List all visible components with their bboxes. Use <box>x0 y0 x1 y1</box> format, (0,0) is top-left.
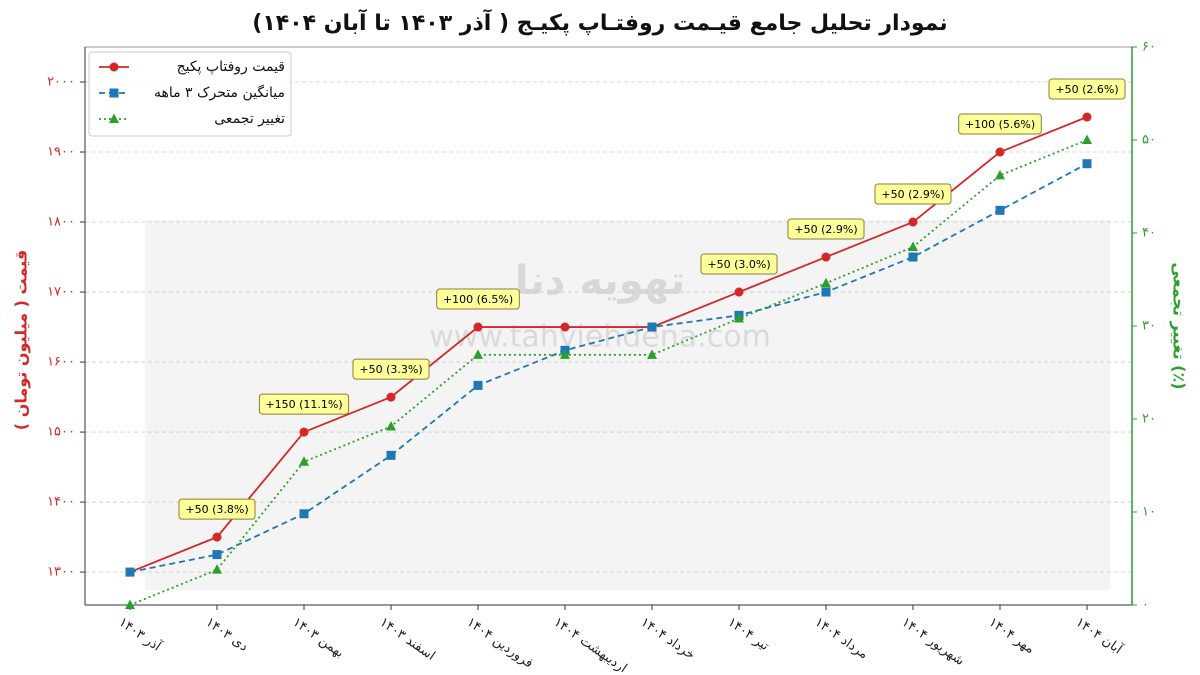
annotation-box <box>352 358 430 380</box>
data-point <box>734 313 744 323</box>
annotation: +100 (6.5%) <box>443 293 513 306</box>
data-point <box>299 456 309 466</box>
annotation-box <box>436 288 520 310</box>
data-point <box>1082 134 1092 144</box>
data-point <box>212 550 222 560</box>
x-tick-label: مرداد ۱۴۰۴ <box>812 615 871 663</box>
x-tick-label: تیر ۱۴۰۴ <box>725 615 772 654</box>
data-point <box>299 509 309 519</box>
x-tick-label: آبان ۱۴۰۴ <box>1073 613 1127 658</box>
data-point <box>908 241 918 251</box>
legend-marker <box>109 113 119 123</box>
x-tick-label: خرداد ۱۴۰۴ <box>638 615 698 663</box>
legend-label: قیمت روفتاپ پکیج <box>177 59 285 75</box>
data-point <box>386 392 396 402</box>
data-point <box>821 287 831 297</box>
data-point <box>386 420 396 431</box>
annotation-box <box>700 253 778 275</box>
annotation-box <box>258 393 350 415</box>
data-point <box>995 147 1005 157</box>
chart-title: نمودار تحلیل جامع قیـمت روفتـاپ پکیـج ( … <box>252 8 947 36</box>
y-axis-label: قیمت ( میلیون تومان ) <box>12 250 31 430</box>
watermark-url: www.tahviehdena.com <box>429 320 771 355</box>
legend-marker <box>109 88 119 98</box>
series-line <box>129 116 1088 573</box>
series-line <box>129 162 1088 573</box>
annotation: +50 (3.0%) <box>707 258 770 271</box>
y2-tick-label: ۴۰ <box>1142 226 1156 241</box>
data-point <box>647 322 657 332</box>
data-point <box>212 532 222 542</box>
x-tick-label: بهمن ۱۴۰۳ <box>290 615 347 661</box>
data-point <box>212 564 222 574</box>
annotation: +50 (2.6%) <box>1055 83 1118 96</box>
data-point <box>473 349 483 359</box>
y-tick-label: ۱۴۰۰ <box>47 495 75 510</box>
y-tick-label: ۱۹۰۰ <box>47 145 75 160</box>
x-tick-label: مهر ۱۴۰۴ <box>986 615 1037 657</box>
annotation-box <box>874 183 952 205</box>
data-point <box>821 277 831 288</box>
data-point <box>125 599 135 609</box>
annotation: +50 (3.8%) <box>185 503 248 516</box>
data-point <box>1082 159 1092 169</box>
data-point <box>821 252 831 262</box>
legend-box <box>88 51 292 137</box>
annotation: +50 (2.9%) <box>794 223 857 236</box>
legend-label: تغییر تجمعی <box>214 111 285 127</box>
data-point <box>647 349 657 359</box>
y2-tick-label: ۰ <box>1142 598 1149 613</box>
data-point <box>734 287 744 297</box>
data-point <box>299 427 309 437</box>
x-tick-label: شهریور ۱۴۰۴ <box>899 615 967 669</box>
annotation-box <box>1048 78 1126 100</box>
y2-axis-label: تغییر تجمعی (٪) <box>1170 262 1189 389</box>
annotation-box <box>787 218 865 240</box>
data-point <box>560 322 570 332</box>
annotation-box <box>178 498 256 520</box>
x-tick-label: اسفند ۱۴۰۳ <box>377 615 438 664</box>
x-tick-label: دی ۱۴۰۳ <box>203 615 251 655</box>
x-tick-label: اردیبهشت ۱۴۰۴ <box>551 615 630 675</box>
x-tick-label: فروردین ۱۴۰۴ <box>464 615 536 672</box>
annotation: +50 (2.9%) <box>881 188 944 201</box>
data-point <box>473 322 483 332</box>
legend-marker <box>109 62 119 72</box>
y2-tick-label: ۱۰ <box>1142 505 1156 520</box>
data-point <box>560 349 570 359</box>
y2-tick-label: ۵۰ <box>1142 133 1156 148</box>
annotation-box <box>958 113 1042 135</box>
data-point <box>908 217 918 227</box>
x-tick-label: آذر ۱۴۰۳ <box>116 613 166 655</box>
y-tick-label: ۱۷۰۰ <box>47 285 75 300</box>
y-tick-label: ۱۸۰۰ <box>47 215 75 230</box>
y-tick-label: ۱۶۰۰ <box>47 355 75 370</box>
data-point <box>125 567 135 577</box>
data-point <box>908 252 918 262</box>
annotation: +150 (11.1%) <box>265 398 342 411</box>
y2-tick-label: ۶۰ <box>1142 40 1156 55</box>
data-point <box>1082 112 1092 122</box>
data-point <box>386 450 396 460</box>
y2-tick-label: ۲۰ <box>1142 412 1156 427</box>
y-tick-label: ۱۳۰۰ <box>47 565 75 580</box>
y2-tick-label: ۳۰ <box>1142 319 1156 334</box>
legend-label: میانگین متحرک ۳ ماهه <box>154 84 285 101</box>
y-tick-label: ۲۰۰۰ <box>47 75 75 90</box>
data-point <box>995 169 1005 180</box>
annotation: +100 (5.6%) <box>965 118 1035 131</box>
annotation: +50 (3.3%) <box>359 363 422 376</box>
data-point <box>995 205 1005 215</box>
y-tick-label: ۱۵۰۰ <box>47 425 75 440</box>
watermark-text: تهویه دنا <box>515 258 685 304</box>
data-point <box>473 380 483 390</box>
